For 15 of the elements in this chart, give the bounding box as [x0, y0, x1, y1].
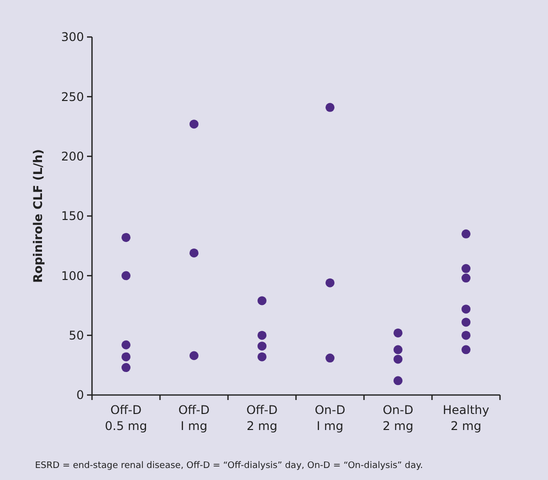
- y-tick-label: 200: [61, 150, 84, 164]
- y-tick-label: 150: [61, 209, 84, 224]
- x-tick-label: Off-D I mg: [178, 403, 210, 433]
- y-axis-title: Ropinirole CLF (L/h): [31, 149, 45, 283]
- x-tick-label: Off-D 2 mg: [246, 403, 278, 433]
- x-tick-label: On-D 2 mg: [382, 403, 414, 433]
- y-tick-label: 100: [61, 268, 84, 283]
- y-tick-label: 250: [61, 90, 84, 104]
- text: ESRD = end-stage renal disease, Off-D = “Off-dialysis” day, On-D = “On-dialysis” day.: [35, 461, 423, 471]
- x-tick-label: Healthy 2 mg: [442, 403, 490, 433]
- y-tick-label: 0: [76, 388, 84, 402]
- x-tick-label: Off-D 0.5 mg: [104, 403, 148, 433]
- y-tick-label: 300: [61, 30, 84, 44]
- y-tick-label: 50: [68, 328, 84, 343]
- x-tick-label: On-D I mg: [314, 403, 346, 433]
